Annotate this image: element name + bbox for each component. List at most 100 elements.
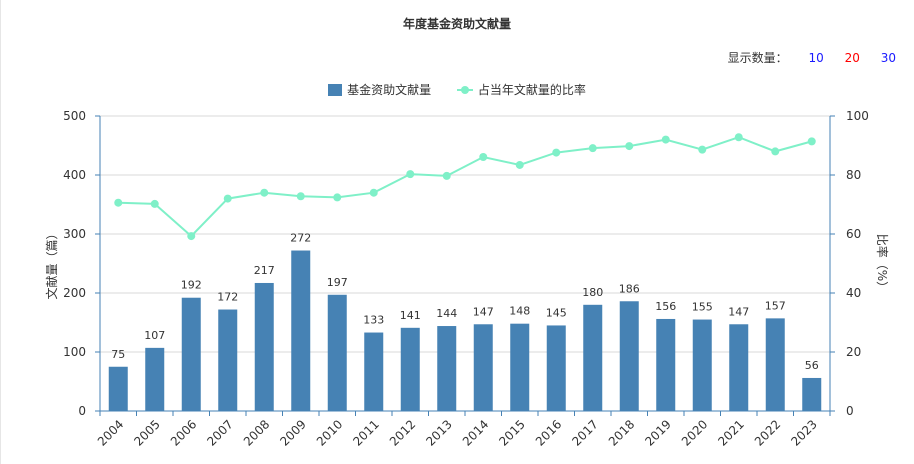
ratio-point xyxy=(406,170,415,179)
ratio-point xyxy=(552,148,561,157)
y-axis-title: 文献量（篇） xyxy=(44,227,59,299)
x-tick-label: 2011 xyxy=(350,417,381,448)
bar-value-label: 197 xyxy=(327,276,348,289)
chart-title: 年度基金资助文献量 xyxy=(402,17,511,31)
bar xyxy=(327,294,347,411)
bar-value-label: 56 xyxy=(805,359,819,372)
bar-value-label: 192 xyxy=(181,279,202,292)
y-tick-label: 200 xyxy=(63,286,86,300)
bar xyxy=(145,347,165,411)
bar xyxy=(218,309,238,411)
ratio-point xyxy=(333,193,342,202)
bar-value-label: 156 xyxy=(655,300,676,313)
x-tick-label: 2015 xyxy=(496,417,527,448)
bar xyxy=(473,324,493,411)
x-tick-label: 2018 xyxy=(606,417,637,448)
bar xyxy=(181,297,201,411)
ratio-point xyxy=(260,188,269,197)
bar-value-label: 157 xyxy=(765,299,786,312)
y-tick-label: 500 xyxy=(63,109,86,123)
x-tick-label: 2009 xyxy=(277,417,308,448)
x-tick-label: 2008 xyxy=(241,417,272,448)
y-tick-label: 400 xyxy=(63,168,86,182)
ratio-point xyxy=(479,153,488,162)
x-tick-label: 2023 xyxy=(788,417,819,448)
x-tick-label: 2006 xyxy=(168,417,199,448)
ratio-point xyxy=(187,232,196,241)
legend-item-line[interactable]: 占当年文献量的比率 xyxy=(456,81,586,98)
bar-value-label: 133 xyxy=(363,314,384,327)
bar xyxy=(291,250,311,411)
bar xyxy=(510,323,530,411)
y2-tick-label: 60 xyxy=(846,227,861,241)
legend-item-bar[interactable]: 基金资助文献量 xyxy=(328,81,431,98)
legend-bar-label: 基金资助文献量 xyxy=(347,83,432,97)
bar-value-label: 144 xyxy=(436,307,457,320)
x-tick-label: 2012 xyxy=(387,417,418,448)
x-tick-label: 2010 xyxy=(314,417,345,448)
legend-bar-swatch xyxy=(328,83,343,96)
bar-value-label: 155 xyxy=(692,301,713,314)
y2-tick-label: 0 xyxy=(846,404,854,418)
bar-value-label: 145 xyxy=(546,306,567,319)
y2-tick-label: 100 xyxy=(846,109,869,123)
ratio-point xyxy=(223,194,232,203)
bar-value-label: 141 xyxy=(400,309,421,322)
y-tick-label: 300 xyxy=(63,227,86,241)
display-count-10[interactable]: 10 xyxy=(808,51,824,65)
bar-value-label: 217 xyxy=(254,264,275,277)
ratio-point xyxy=(661,135,670,144)
x-tick-label: 2014 xyxy=(460,417,491,448)
legend-line-swatch xyxy=(456,84,473,96)
bar xyxy=(729,324,749,411)
bar xyxy=(400,327,420,411)
y2-tick-label: 40 xyxy=(846,286,861,300)
bar xyxy=(437,326,457,411)
x-tick-label: 2007 xyxy=(204,417,235,448)
bar xyxy=(108,366,128,411)
bar xyxy=(692,319,712,411)
bar xyxy=(802,377,822,411)
ratio-point xyxy=(442,171,451,180)
x-tick-label: 2016 xyxy=(533,417,564,448)
bar-value-label: 186 xyxy=(619,282,640,295)
y2-axis-title: 比率（%） xyxy=(875,234,890,293)
ratio-point xyxy=(369,188,378,197)
x-tick-label: 2004 xyxy=(95,417,126,448)
ratio-point xyxy=(625,142,634,151)
x-tick-label: 2020 xyxy=(679,417,710,448)
bar-value-label: 147 xyxy=(473,305,494,318)
ratio-point xyxy=(734,133,743,142)
display-count-label: 显示数量： xyxy=(727,51,788,65)
ratio-point xyxy=(150,199,159,208)
display-count-20[interactable]: 20 xyxy=(844,51,860,65)
ratio-point xyxy=(807,137,816,146)
bar-value-label: 107 xyxy=(144,329,165,342)
y-tick-label: 100 xyxy=(63,345,86,359)
display-count-30[interactable]: 30 xyxy=(880,51,896,65)
x-tick-label: 2017 xyxy=(569,417,600,448)
ratio-point xyxy=(771,147,780,156)
display-count-control: 显示数量： 10 20 30 xyxy=(728,49,896,66)
x-tick-label: 2013 xyxy=(423,417,454,448)
bar xyxy=(765,318,785,411)
x-tick-label: 2021 xyxy=(715,417,746,448)
left-divider xyxy=(0,0,1,464)
bar xyxy=(254,282,274,411)
y2-tick-label: 80 xyxy=(846,168,861,182)
bar-value-label: 75 xyxy=(111,348,125,361)
bar-value-label: 272 xyxy=(290,232,311,245)
bar xyxy=(364,332,384,411)
ratio-point xyxy=(588,144,597,153)
legend-line-label: 占当年文献量的比率 xyxy=(477,83,586,97)
bar xyxy=(546,325,566,411)
x-tick-label: 2005 xyxy=(131,417,162,448)
ratio-point xyxy=(515,160,524,169)
ratio-point xyxy=(296,192,305,201)
bar xyxy=(583,304,603,411)
y-tick-label: 0 xyxy=(78,404,86,418)
ratio-point xyxy=(114,198,123,207)
ratio-line xyxy=(118,136,813,238)
bar-value-label: 180 xyxy=(582,286,603,299)
